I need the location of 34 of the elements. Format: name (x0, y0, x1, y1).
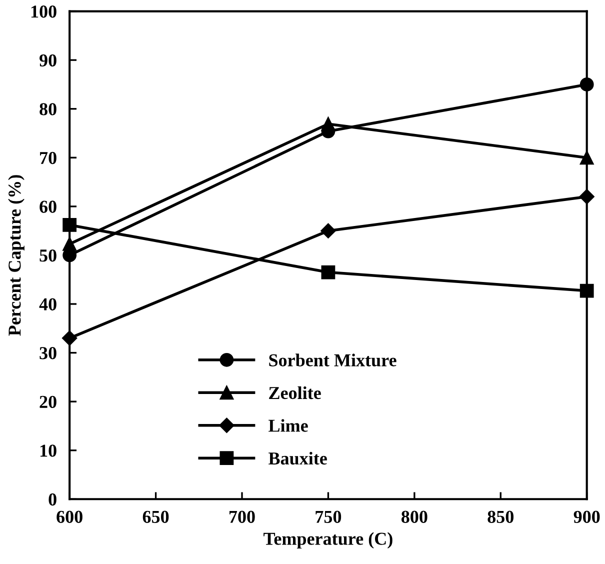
legend-label: Zeolite (269, 386, 321, 400)
point (580, 78, 594, 92)
y-tick-label: 60 (40, 200, 56, 213)
point (320, 223, 336, 238)
point (62, 237, 77, 251)
legend-label: Lime (268, 419, 308, 432)
point (580, 284, 594, 298)
x-tick-label: 800 (401, 510, 428, 523)
y-tick-label: 10 (40, 444, 56, 457)
y-axis-title: Percent Capture (%) (8, 175, 24, 336)
point (580, 150, 594, 165)
y-tick-label: 100 (31, 6, 56, 18)
x-tick-label: 900 (574, 510, 600, 523)
y-tick-label: 30 (40, 347, 56, 360)
x-tick-label: 750 (316, 510, 342, 523)
x-axis-title: Temperature (C) (264, 532, 392, 549)
point (321, 117, 336, 131)
y-tick-label: 40 (39, 298, 56, 310)
point (321, 265, 336, 280)
y-tick-label: 80 (40, 103, 56, 116)
point (62, 330, 78, 346)
point (62, 218, 77, 232)
y-tick-label: 0 (48, 493, 56, 506)
x-tick-label: 600 (56, 510, 82, 523)
y-tick-label: 90 (40, 54, 56, 67)
y-tick-label: 70 (40, 152, 56, 164)
legend-label: Sorbent Mixture (269, 354, 396, 366)
x-tick-label: 650 (142, 510, 169, 523)
y-tick-label: 20 (40, 396, 56, 408)
x-tick-label: 700 (229, 510, 255, 523)
point (579, 189, 594, 204)
legend-label: Bauxite (268, 452, 327, 465)
y-tick-label: 50 (40, 249, 56, 262)
x-tick-label: 850 (488, 510, 514, 523)
